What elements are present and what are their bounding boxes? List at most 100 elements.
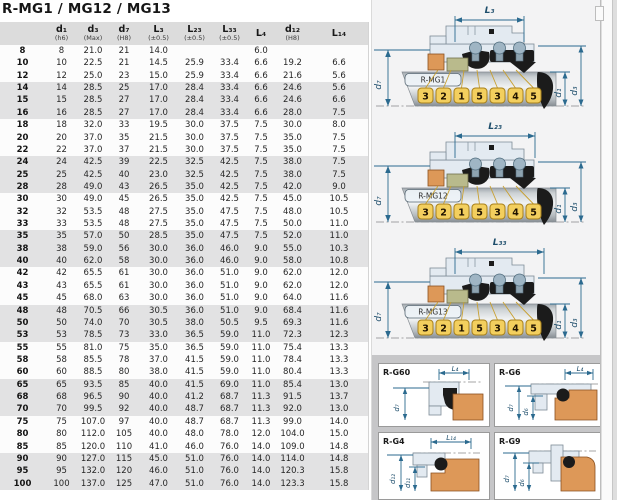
table-cell: 36.5 <box>185 330 204 341</box>
table-cell: 9.0 <box>254 268 268 279</box>
table-cell: 7.5 <box>254 144 268 155</box>
dimension-top: L₃ <box>454 6 525 42</box>
dim-label: d₆ <box>518 479 526 486</box>
gland-leg <box>532 462 544 474</box>
table-cell: 24 <box>16 157 29 168</box>
table-cell: 47.5 <box>220 231 239 242</box>
callout-box <box>507 87 524 104</box>
seal-assembly <box>427 141 536 189</box>
table-row: 70 70 99.5 92 40.0 48.7 68.7 11.3 92.0 13.0 <box>0 403 368 416</box>
leader-line <box>489 69 498 89</box>
leader-line <box>502 69 516 89</box>
table-cell: 97 <box>118 416 130 427</box>
table-cell: 19.5 <box>149 120 168 131</box>
table-cell: 25.9 <box>185 58 204 69</box>
table-cell: 30.0 <box>185 144 204 155</box>
table-cell: 28 <box>16 181 29 192</box>
bellows <box>510 294 536 305</box>
table-row: 15 15 28.5 27 17.0 28.4 33.4 6.6 24.6 6.6 <box>0 94 368 107</box>
table-cell: 51.0 <box>185 478 204 489</box>
table-cell: 25 <box>16 169 29 180</box>
table-cell: 28.5 <box>83 107 103 118</box>
table-cell: 42.5 <box>220 181 239 192</box>
table-row: 60 60 88.5 80 38.0 41.5 59.0 11.0 80.4 13.3 <box>0 366 368 379</box>
table-cell: 14.0 <box>329 416 349 427</box>
table-cell: 27 <box>118 95 130 106</box>
table-row: 30 30 49.0 45 26.5 35.0 42.5 7.5 45.0 10.5 <box>0 193 368 206</box>
dim-label: d₆ <box>522 408 530 415</box>
table-cell: 85 <box>16 441 29 452</box>
table-cell: 37 <box>118 144 130 155</box>
table-row: 68 68 96.5 90 40.0 41.2 68.7 11.3 91.5 13.7 <box>0 391 368 404</box>
seat-ring <box>427 285 445 303</box>
table-cell: 38 <box>56 243 67 254</box>
table-cell: 80 <box>16 429 29 440</box>
table-cell: 14 <box>16 83 29 94</box>
arrow <box>526 463 532 469</box>
table-cell: 38.0 <box>283 157 302 168</box>
table-cell: 15.8 <box>329 466 349 477</box>
table-cell: 32.5 <box>185 157 204 168</box>
table-cell: 120 <box>115 466 133 477</box>
callout-number: 5 <box>530 324 537 335</box>
seal-assembly <box>427 25 536 73</box>
table-row: 18 18 32.0 33 19.5 30.0 37.5 7.5 30.0 8.0 <box>0 119 368 132</box>
callout-box <box>471 87 488 104</box>
table-cell: 7.5 <box>254 219 268 230</box>
table-cell: 15 <box>16 95 29 106</box>
table-cell: 15.8 <box>329 478 349 489</box>
table-cell: 35.0 <box>185 194 204 205</box>
table-cell: 70 <box>118 317 130 328</box>
table-cell: 28.4 <box>185 95 204 106</box>
table-cell: 15.0 <box>149 70 168 81</box>
dim-label: d₇ <box>507 404 515 411</box>
callout-number: 3 <box>422 324 429 335</box>
table-cell: 68.7 <box>220 404 239 415</box>
table-cell: 53.5 <box>83 219 103 230</box>
callout-box <box>453 203 470 220</box>
callout-box <box>525 87 542 104</box>
seat-ring <box>427 53 445 71</box>
table-cell: 40.0 <box>149 416 168 427</box>
table-cell: 95 <box>16 466 29 477</box>
table-cell: 17.0 <box>149 83 168 94</box>
table-cell: 6.6 <box>332 95 346 106</box>
table-cell: 23 <box>118 70 130 81</box>
table-cell: 91.5 <box>283 392 302 403</box>
leader-line <box>476 185 480 205</box>
callout-number: 2 <box>440 208 447 219</box>
seal-assembly <box>427 257 536 305</box>
table-cell: 35.0 <box>149 342 168 353</box>
table-cell: 56 <box>118 243 130 254</box>
table-cell: 36.0 <box>185 305 204 316</box>
table-cell: 69.3 <box>283 317 302 328</box>
spring-coil <box>493 157 506 171</box>
spring-coil <box>493 41 506 55</box>
leader-line <box>515 301 534 321</box>
table-row: 50 50 74.0 70 30.5 38.0 50.5 9.5 69.3 11.6 <box>0 316 368 330</box>
table-cell: 78.0 <box>220 429 239 440</box>
table-cell: 42.5 <box>83 169 103 180</box>
table-cell: 28.5 <box>83 83 103 94</box>
table-cell: 21 <box>118 58 130 69</box>
table-cell: 47.5 <box>220 219 239 230</box>
dimension-top: L₃₃ <box>454 238 545 274</box>
dimension-d3: d₃ <box>538 277 586 338</box>
table-cell: 26.5 <box>149 181 168 192</box>
table-cell: 45 <box>118 194 130 205</box>
callout-box <box>525 203 542 220</box>
table-cell: 46.0 <box>185 441 204 452</box>
svg-text:L₃: L₃ <box>485 6 495 16</box>
table-cell: 42.5 <box>220 157 239 168</box>
table-cell: 6.0 <box>254 46 268 56</box>
dimension-d7: d₇ <box>374 49 430 106</box>
r-g6-drawing: R-G6 L₄ d₇ <box>499 365 598 421</box>
table-cell: 51.0 <box>220 268 239 279</box>
table-cell: 21.5 <box>149 144 168 155</box>
table-cell: 36.5 <box>185 342 204 353</box>
table-cell: 63 <box>118 293 130 304</box>
table-cell: 51.0 <box>220 305 239 316</box>
leader-line <box>443 185 452 205</box>
svg-text:d₇: d₇ <box>374 80 384 90</box>
seal-face <box>446 57 469 72</box>
